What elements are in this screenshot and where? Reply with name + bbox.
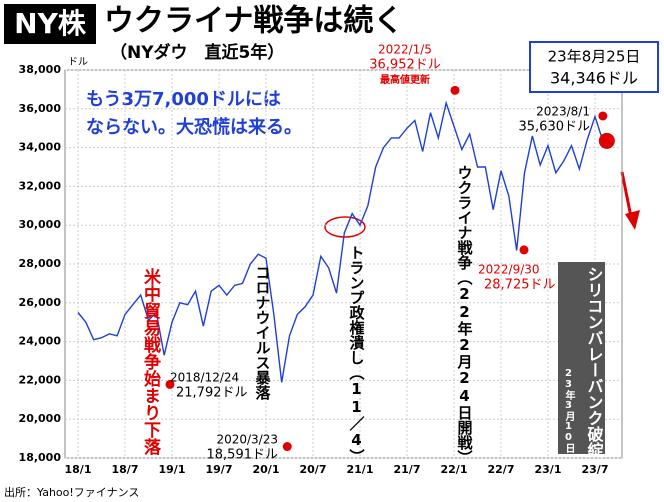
x-tick-label: 23/7 xyxy=(582,463,609,476)
x-tick-label: 18/7 xyxy=(112,463,139,476)
price-line xyxy=(77,100,604,383)
source: 出所：Yahoo!ファイナンス xyxy=(4,485,139,499)
y-tick-label: 28,000 xyxy=(19,257,62,270)
x-tick-label: 22/1 xyxy=(441,463,468,476)
highlight-dot xyxy=(282,442,292,452)
y-tick-label: 34,000 xyxy=(19,141,62,154)
highlight-value: 18,591ドル xyxy=(207,448,279,463)
event-date: 23年3月10日 xyxy=(563,368,576,454)
latest-dot xyxy=(598,132,615,149)
x-tick-label: 21/7 xyxy=(394,463,421,476)
x-tick-label: 23/1 xyxy=(535,463,562,476)
latest-value: 34,346ドル xyxy=(550,69,638,88)
annotation: トランプ政権潰し（11／4） xyxy=(348,245,366,464)
x-tick-label: 20/7 xyxy=(300,463,327,476)
x-tick-label: 19/7 xyxy=(206,463,233,476)
x-tick-label: 18/1 xyxy=(65,463,92,476)
highlight-date: 2022/1/5 xyxy=(378,43,432,57)
latest-date: 23年8月25日 xyxy=(548,48,641,66)
y-tick-label: 24,000 xyxy=(19,335,62,348)
latest-box xyxy=(529,41,659,93)
highlight-dot xyxy=(450,85,460,95)
highlight-date: 2022/9/30 xyxy=(478,263,540,277)
highlight-date: 2023/8/1 xyxy=(536,105,590,119)
badge: NY株 xyxy=(14,7,87,40)
y-tick-label: 18,000 xyxy=(19,451,62,464)
callout: もう3万7,000ドルには xyxy=(86,89,281,110)
x-tick-label: 21/1 xyxy=(347,463,374,476)
subtitle: （NYダウ 直近5年） xyxy=(110,42,284,63)
event-box xyxy=(558,262,605,454)
highlight-dot xyxy=(165,379,175,389)
down-arrow xyxy=(620,171,640,230)
highlight-date: 2020/3/23 xyxy=(216,433,278,447)
y-tick-label: 26,000 xyxy=(19,296,62,309)
x-tick-label: 22/7 xyxy=(488,463,515,476)
highlight-dot xyxy=(598,111,608,121)
highlight-value: 35,630ドル xyxy=(519,120,591,135)
callout: ならない。大恐慌は来る。 xyxy=(86,116,302,138)
y-tick-label: 32,000 xyxy=(19,179,62,192)
highlight-note: 最高値更新 xyxy=(380,73,430,86)
highlight-date: 2018/12/24 xyxy=(170,371,239,385)
y-tick-label: 36,000 xyxy=(19,102,62,115)
y-tick-label: 38,000 xyxy=(19,63,62,76)
x-tick-label: 19/1 xyxy=(159,463,186,476)
annotation: 米中貿易戦争始まり下落 xyxy=(140,267,161,456)
y-tick-label: 22,000 xyxy=(19,373,62,386)
annotation: ウクライナ戦争（22年2月24日開戦） xyxy=(456,165,474,465)
event-text: シリコンバレーバンク破綻 xyxy=(585,266,605,459)
highlight-value: 28,725ドル xyxy=(484,278,556,293)
badge-box xyxy=(4,4,96,44)
y-unit: ドル xyxy=(68,57,88,68)
highlight-dot xyxy=(519,245,529,255)
x-tick-label: 20/1 xyxy=(253,463,280,476)
highlight-value: 21,792ドル xyxy=(176,386,248,401)
y-tick-label: 30,000 xyxy=(19,218,62,231)
y-tick-label: 20,000 xyxy=(19,412,62,425)
highlight-value: 36,952ドル xyxy=(369,58,441,73)
chart-title: ウクライナ戦争は続く xyxy=(104,4,403,39)
annotation: コロナウイルス暴落 xyxy=(254,265,272,401)
highlight-ellipse xyxy=(324,216,366,238)
